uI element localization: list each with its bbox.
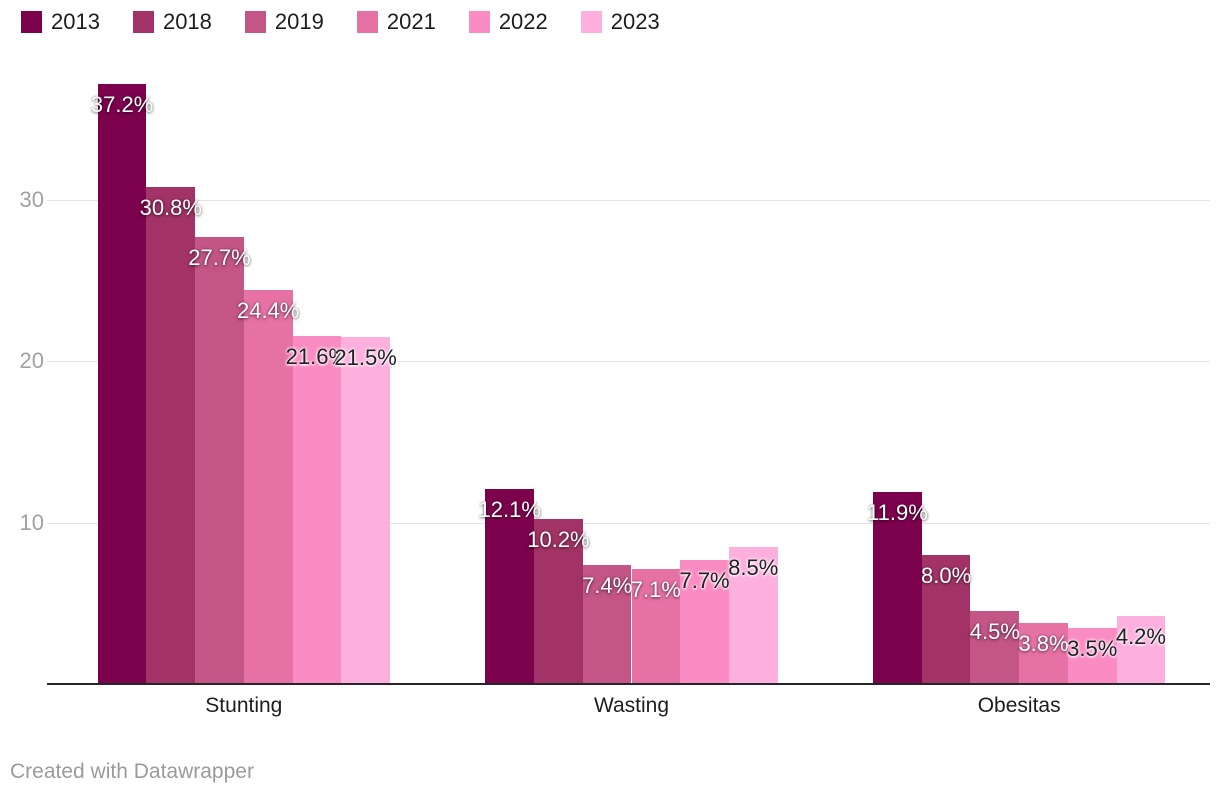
gridline — [47, 522, 1210, 524]
datawrapper-credit: Created with Datawrapper — [10, 760, 254, 783]
x-axis-line — [47, 683, 1210, 685]
bar-obesitas-2022[interactable] — [1067, 627, 1117, 684]
bar-wasting-2019[interactable] — [582, 564, 632, 684]
bar-value-label: 7.1% — [630, 577, 681, 603]
y-tick-label: 20 — [19, 348, 44, 374]
bar-value-label: 37.2% — [90, 91, 154, 117]
bar-wasting-2013[interactable] — [485, 488, 535, 684]
bar-stunting-2023[interactable] — [341, 337, 390, 684]
legend-label: 2019 — [274, 9, 324, 34]
bar-stunting-2019[interactable] — [195, 237, 244, 684]
legend: 2013 2018 2019 2021 2022 2023 — [21, 10, 660, 34]
legend-item-2019: 2019 — [244, 9, 324, 34]
bar-obesitas-2019[interactable] — [970, 611, 1020, 684]
gridline — [47, 361, 1210, 363]
legend-item-2022: 2022 — [468, 9, 548, 34]
bar-value-label: 4.5% — [969, 619, 1020, 645]
y-tick-label: 10 — [19, 509, 44, 535]
bar-value-label: 27.7% — [188, 245, 251, 271]
bar-value-label: 10.2% — [527, 527, 590, 553]
y-tick-label: 30 — [19, 187, 44, 213]
legend-swatch-2022 — [468, 11, 490, 33]
bar-stunting-2021[interactable] — [243, 290, 293, 684]
gridline — [47, 200, 1210, 202]
legend-item-2013: 2013 — [21, 10, 100, 34]
legend-label: 2018 — [162, 9, 212, 34]
bar-value-label: 30.8% — [139, 195, 202, 221]
bar-obesitas-2021[interactable] — [1019, 622, 1068, 684]
bar-wasting-2021[interactable] — [631, 569, 681, 684]
bar-obesitas-2018[interactable] — [921, 554, 971, 684]
bar-obesitas-2013[interactable] — [873, 492, 922, 684]
legend-label: 2022 — [498, 9, 548, 34]
bar-wasting-2023[interactable] — [728, 546, 778, 684]
bar-value-label: 21.6% — [285, 343, 349, 369]
legend-item-2023: 2023 — [580, 9, 660, 34]
bar-value-label: 24.4% — [236, 298, 300, 324]
legend-label: 2023 — [610, 9, 660, 34]
bar-value-label: 11.9% — [867, 500, 928, 526]
bar-value-label: 8.0% — [921, 562, 972, 588]
bar-value-label: 3.8% — [1018, 630, 1069, 656]
bar-value-label: 7.4% — [582, 572, 633, 598]
bar-obesitas-2023[interactable] — [1116, 616, 1166, 684]
bar-stunting-2022[interactable] — [292, 335, 342, 684]
category-label-obesitas: Obesitas — [977, 694, 1061, 717]
bar-wasting-2018[interactable] — [534, 519, 583, 684]
bar-value-label: 7.7% — [679, 567, 730, 593]
legend-swatch-2019 — [244, 11, 266, 33]
legend-swatch-2018 — [132, 11, 154, 33]
category-label-stunting: Stunting — [205, 694, 283, 717]
bar-value-label: 3.5% — [1067, 635, 1118, 661]
bar-value-label: 4.2% — [1115, 624, 1166, 650]
legend-swatch-2013 — [21, 11, 42, 33]
bar-value-label: 8.5% — [728, 554, 779, 580]
legend-item-2018: 2018 — [132, 9, 212, 34]
legend-item-2021: 2021 — [356, 9, 436, 34]
bar-stunting-2018[interactable] — [146, 187, 196, 684]
legend-label: 2013 — [51, 9, 100, 34]
bar-wasting-2022[interactable] — [680, 559, 729, 684]
bar-value-label: 12.1% — [478, 496, 541, 522]
bar-stunting-2013[interactable] — [97, 83, 147, 684]
legend-label: 2021 — [386, 9, 436, 34]
category-label-wasting: Wasting — [593, 694, 670, 717]
legend-swatch-2023 — [580, 11, 602, 33]
bar-value-label: 21.5% — [334, 345, 397, 371]
legend-swatch-2021 — [356, 11, 378, 33]
